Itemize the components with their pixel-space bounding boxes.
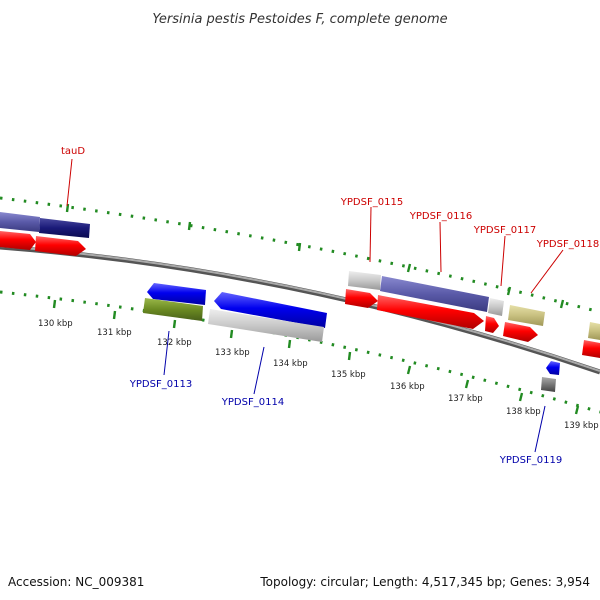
cds-arrow (214, 292, 327, 328)
inner-category-track (143, 298, 556, 392)
genome-backbone (0, 244, 600, 375)
feature-block (0, 212, 40, 232)
gene-labels-bottom: YPDSF_0113 YPDSF_0114 YPDSF_0119 (129, 379, 562, 466)
tick-label: 139 kbp (564, 421, 599, 431)
gc-track-lower (0, 290, 600, 415)
reverse-cds-track (147, 283, 560, 375)
gene-label-YPDSF_0118: YPDSF_0118 (536, 239, 599, 250)
forward-cds-track (0, 231, 600, 358)
tick-label: 135 kbp (331, 370, 366, 380)
cds-arrow (0, 231, 36, 250)
cds-arrow (35, 236, 86, 256)
tick-label: 133 kbp (215, 348, 250, 358)
gene-labels-top: tauD YPDSF_0115 YPDSF_0116 YPDSF_0117 YP… (61, 146, 599, 250)
gene-label-YPDSF_0116: YPDSF_0116 (409, 211, 472, 222)
tick-label: 130 kbp (38, 319, 73, 329)
tick-label: 134 kbp (273, 359, 308, 369)
gene-label-YPDSF_0115: YPDSF_0115 (340, 197, 403, 208)
feature-block (39, 218, 90, 238)
cds-arrow (147, 283, 206, 305)
cds-arrow (345, 289, 378, 308)
gene-label-YPDSF_0114: YPDSF_0114 (221, 397, 284, 408)
tick-label: 136 kbp (390, 382, 425, 392)
tick-label: 138 kbp (506, 407, 541, 417)
category-track (0, 212, 600, 340)
tick-label: 137 kbp (448, 394, 483, 404)
gene-label-YPDSF_0119: YPDSF_0119 (499, 455, 562, 466)
tick-label: 132 kbp (157, 338, 192, 348)
map-title: Yersinia pestis Pestoides F, complete ge… (152, 12, 447, 27)
feature-block (348, 271, 381, 290)
cds-arrow (582, 340, 600, 358)
gene-label-YPDSF_0117: YPDSF_0117 (473, 225, 536, 236)
genome-summary-text: Topology: circular; Length: 4,517,345 bp… (259, 575, 590, 589)
cds-arrow (485, 316, 499, 333)
label-leaders (66, 158, 564, 453)
tick-label: 131 kbp (97, 328, 132, 338)
feature-block (488, 298, 504, 316)
gene-label-tauD: tauD (61, 146, 85, 157)
gene-label-YPDSF_0113: YPDSF_0113 (129, 379, 192, 390)
cds-arrow (546, 361, 560, 375)
gc-track-upper (0, 196, 600, 314)
feature-block (541, 377, 556, 392)
feature-block (143, 298, 203, 321)
feature-block (588, 322, 600, 340)
tick-labels: 130 kbp 131 kbp 132 kbp 133 kbp 134 kbp … (38, 319, 599, 431)
cds-arrow (503, 322, 538, 342)
accession-text: Accession: NC_009381 (8, 575, 144, 589)
feature-block (208, 309, 324, 342)
cds-arrow (377, 295, 484, 329)
feature-block (380, 276, 489, 312)
feature-block (508, 305, 545, 326)
